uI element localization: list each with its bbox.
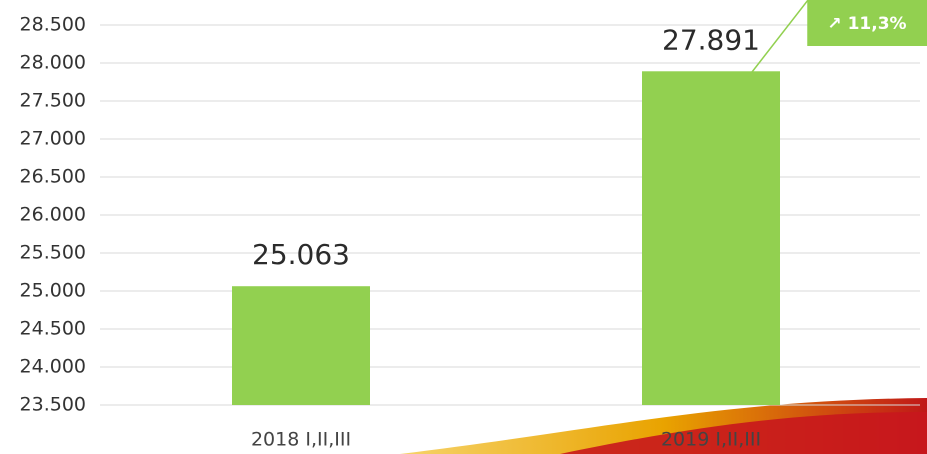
- y-tick-label: 27.500: [20, 90, 86, 112]
- y-tick-label: 25.500: [20, 242, 86, 264]
- annotation: ↗ 11,3%: [827, 14, 906, 34]
- y-tick-label: 24.000: [20, 356, 86, 378]
- y-tick-label: 26.500: [20, 166, 86, 188]
- y-tick-label: 26.000: [20, 204, 86, 226]
- value-label: 25.063: [252, 238, 350, 271]
- value-label: 27.891: [662, 23, 760, 56]
- annotation-connector: [752, 0, 808, 72]
- chart: 23.500 24.000 24.500 25.000 25.500 26.000 26.5…: [0, 0, 927, 454]
- y-tick-label: 27.000: [20, 128, 86, 150]
- x-tick-label: 2019 I,II,III: [661, 429, 761, 451]
- y-tick-label: 25.000: [20, 280, 86, 302]
- bar: [232, 286, 370, 405]
- y-tick-label: 23.500: [20, 394, 86, 416]
- y-tick-label: 28.000: [20, 52, 86, 74]
- y-tick-label: 28.500: [20, 14, 86, 36]
- y-tick-label: 24.500: [20, 318, 86, 340]
- bar: [642, 71, 780, 405]
- plot: 23.500 24.000 24.500 25.000 25.500 26.000 26.5…: [20, 14, 920, 451]
- x-tick-label: 2018 I,II,III: [251, 429, 351, 451]
